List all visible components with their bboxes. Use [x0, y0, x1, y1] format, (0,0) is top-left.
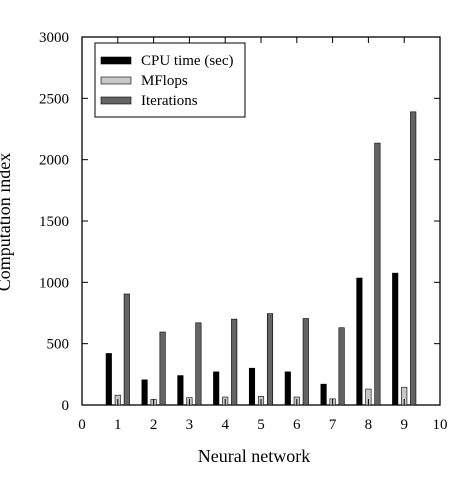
- x-tick-label: 8: [365, 417, 373, 433]
- x-tick-label: 10: [433, 417, 448, 433]
- y-tick-label: 2500: [39, 91, 69, 107]
- y-tick-label: 2000: [39, 153, 69, 169]
- axis-ticks: 0 500 1000 1500 2000 2500 3000 0 1 2 3 4 5 6 7 8 9 10: [39, 30, 448, 433]
- x-tick-label: 2: [150, 417, 158, 433]
- y-tick-label: 3000: [39, 30, 69, 46]
- bar-series-3: [123, 293, 130, 406]
- bar-series-1: [392, 272, 399, 406]
- x-tick-label: 5: [257, 417, 265, 433]
- bar-series-3: [338, 327, 345, 406]
- bar-series-1: [213, 371, 220, 406]
- legend-swatch: [100, 56, 132, 65]
- bar-series-1: [177, 375, 184, 406]
- bar-series-3: [195, 322, 202, 406]
- legend-swatch: [100, 76, 132, 85]
- bar-series-3: [302, 318, 309, 406]
- x-tick-label: 4: [221, 417, 229, 433]
- y-tick-label: 1500: [39, 214, 69, 230]
- x-tick-label: 1: [114, 417, 122, 433]
- bar-series-1: [356, 277, 363, 406]
- legend-label: CPU time (sec): [141, 53, 233, 69]
- bar-series-1: [284, 371, 291, 406]
- bar-series-3: [374, 142, 381, 406]
- x-tick-label: 3: [186, 417, 194, 433]
- bar-series-1: [320, 383, 327, 406]
- bar-series-3: [410, 111, 417, 406]
- bar-series-1: [141, 379, 148, 406]
- y-axis-title: Computation index: [0, 153, 14, 292]
- y-tick-label: 1000: [39, 275, 69, 291]
- bars: [105, 111, 417, 406]
- bar-series-3: [159, 331, 166, 406]
- x-tick-label: 6: [293, 417, 301, 433]
- legend-swatch: [100, 96, 132, 105]
- x-tick-label: 0: [78, 417, 86, 433]
- y-tick-label: 0: [62, 398, 70, 414]
- bar-series-1: [105, 353, 112, 406]
- x-tick-label: 9: [400, 417, 408, 433]
- y-tick-label: 500: [47, 337, 70, 353]
- bar-series-3: [266, 313, 274, 406]
- bar-series-3: [231, 318, 238, 406]
- x-axis-title: Neural network: [198, 446, 310, 466]
- legend: CPU time (sec) MFlops Iterations: [94, 42, 246, 118]
- bar-series-1: [248, 367, 256, 406]
- x-tick-label: 7: [329, 417, 337, 433]
- legend-label: MFlops: [141, 73, 188, 89]
- legend-label: Iterations: [141, 93, 198, 109]
